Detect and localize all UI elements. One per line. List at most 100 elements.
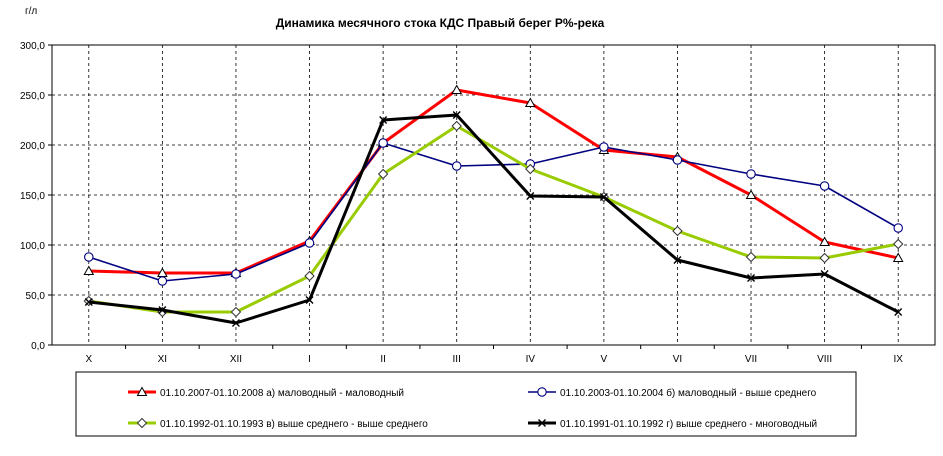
data-point bbox=[451, 84, 463, 94]
y-tick-label: 200,0 bbox=[20, 141, 45, 152]
x-tick-label: XI bbox=[158, 354, 167, 365]
data-point bbox=[377, 168, 389, 180]
y-axis-unit-label: г/л bbox=[25, 6, 37, 17]
data-point bbox=[820, 270, 829, 278]
data-point bbox=[819, 236, 830, 246]
data-point bbox=[84, 298, 93, 306]
marker-shape bbox=[745, 251, 757, 263]
data-point bbox=[158, 306, 167, 314]
data-point bbox=[83, 265, 95, 275]
data-point bbox=[599, 193, 608, 201]
marker-shape bbox=[136, 386, 148, 396]
data-point bbox=[84, 252, 94, 262]
data-point bbox=[525, 163, 536, 175]
data-point bbox=[231, 269, 241, 279]
marker-shape bbox=[537, 387, 547, 397]
marker-shape bbox=[599, 193, 608, 201]
data-point bbox=[452, 111, 461, 119]
legend-marker-3 bbox=[136, 417, 148, 429]
marker-shape bbox=[819, 181, 830, 191]
legend-marker-4 bbox=[538, 419, 546, 427]
data-point bbox=[451, 161, 462, 171]
x-tick-label: V bbox=[601, 354, 608, 365]
data-point bbox=[230, 306, 242, 318]
y-tick-label: 50,0 bbox=[26, 291, 46, 302]
data-point bbox=[893, 223, 903, 233]
data-point bbox=[892, 252, 904, 262]
data-point bbox=[157, 276, 168, 286]
marker-shape bbox=[820, 270, 829, 278]
data-point bbox=[894, 308, 903, 316]
marker-shape bbox=[893, 223, 903, 233]
marker-shape bbox=[157, 276, 168, 286]
legend-marker-2 bbox=[537, 387, 547, 397]
data-point bbox=[745, 251, 757, 263]
data-point bbox=[673, 256, 682, 264]
marker-shape bbox=[819, 236, 830, 246]
legend-label-2: 01.10.2003-01.10.2004 б) маловодный - вы… bbox=[560, 387, 817, 399]
legend-label-1: 01.10.2007-01.10.2008 а) маловодный - ма… bbox=[160, 388, 404, 399]
marker-shape bbox=[451, 161, 462, 171]
marker-shape bbox=[746, 169, 756, 179]
marker-shape bbox=[451, 120, 462, 132]
marker-shape bbox=[305, 296, 314, 304]
data-point bbox=[819, 252, 830, 264]
data-point bbox=[672, 225, 683, 237]
data-point bbox=[599, 142, 609, 152]
y-tick-label: 0,0 bbox=[31, 341, 45, 352]
marker-shape bbox=[672, 155, 683, 165]
marker-shape bbox=[893, 238, 904, 250]
data-point bbox=[819, 181, 830, 191]
legend-box bbox=[75, 371, 857, 437]
marker-shape bbox=[673, 256, 682, 264]
marker-shape bbox=[230, 306, 242, 318]
data-point bbox=[524, 97, 536, 107]
x-tick-label: II bbox=[380, 354, 386, 365]
x-tick-label: III bbox=[453, 354, 461, 365]
marker-shape bbox=[451, 84, 463, 94]
series-line-4 bbox=[88, 113, 899, 325]
y-tick-label: 150,0 bbox=[20, 191, 45, 202]
x-tick-label: VII bbox=[745, 354, 757, 365]
data-point bbox=[378, 138, 388, 148]
data-point bbox=[893, 238, 904, 250]
legend-marker-1 bbox=[136, 386, 148, 396]
data-point bbox=[745, 189, 757, 199]
marker-shape bbox=[524, 97, 536, 107]
marker-shape bbox=[304, 270, 315, 282]
legend: 01.10.2007-01.10.2008 а) маловодный - ма… bbox=[75, 371, 857, 437]
marker-shape bbox=[538, 419, 546, 427]
marker-shape bbox=[83, 265, 95, 275]
x-tick-label: X bbox=[85, 354, 92, 365]
y-tick-label: 300,0 bbox=[20, 41, 45, 52]
marker-shape bbox=[84, 298, 93, 306]
marker-shape bbox=[158, 306, 167, 314]
data-point bbox=[526, 192, 535, 200]
marker-shape bbox=[378, 138, 388, 148]
marker-shape bbox=[892, 252, 904, 262]
data-point bbox=[305, 296, 314, 304]
data-point bbox=[672, 155, 683, 165]
y-tick-label: 250,0 bbox=[20, 91, 45, 102]
y-tick-label: 100,0 bbox=[20, 241, 45, 252]
marker-shape bbox=[599, 142, 609, 152]
marker-shape bbox=[894, 308, 903, 316]
x-tick-label: VI bbox=[673, 354, 682, 365]
marker-shape bbox=[452, 111, 461, 119]
data-point bbox=[451, 120, 462, 132]
marker-shape bbox=[136, 417, 148, 429]
marker-shape bbox=[526, 192, 535, 200]
marker-shape bbox=[672, 225, 683, 237]
x-tick-label: XII bbox=[230, 354, 242, 365]
data-point bbox=[747, 274, 756, 282]
marker-shape bbox=[379, 116, 388, 124]
data-point bbox=[304, 270, 315, 282]
series-line-2 bbox=[88, 142, 899, 282]
x-tick-label: I bbox=[308, 354, 311, 365]
marker-shape bbox=[819, 252, 830, 264]
marker-shape bbox=[377, 168, 389, 180]
legend-label-4: 01.10.1991-01.10.1992 г) выше среднего -… bbox=[560, 419, 817, 430]
marker-shape bbox=[231, 269, 241, 279]
marker-shape bbox=[747, 274, 756, 282]
